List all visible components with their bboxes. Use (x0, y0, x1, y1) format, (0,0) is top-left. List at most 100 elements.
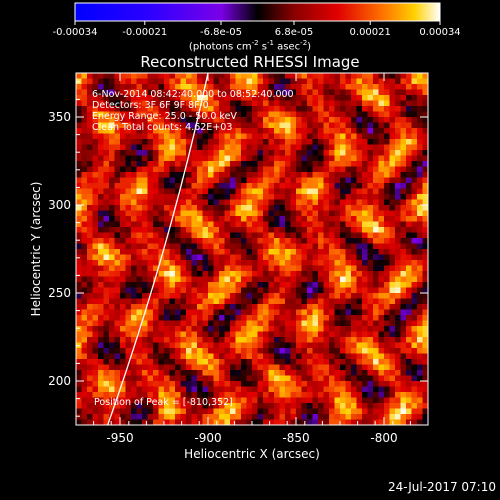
heatmap-cell (131, 375, 137, 382)
heatmap-cell (384, 309, 390, 316)
heatmap-cell (131, 298, 137, 305)
heatmap-cell (252, 199, 258, 206)
heatmap-cell (114, 128, 121, 134)
heatmap-cell (279, 403, 286, 409)
heatmap-cell (241, 320, 247, 327)
heatmap-cell (120, 144, 126, 151)
heatmap-cell (109, 348, 115, 354)
heatmap-cell (230, 95, 236, 101)
heatmap-cell (186, 293, 192, 299)
heatmap-cell (164, 276, 170, 283)
heatmap-cell (120, 155, 126, 162)
heatmap-cell (268, 392, 275, 398)
heatmap-cell (334, 95, 341, 101)
heatmap-cell (329, 122, 335, 129)
heatmap-cell (274, 353, 280, 360)
heatmap-cell (208, 139, 214, 145)
heatmap-cell (246, 172, 253, 178)
heatmap-cell (400, 342, 407, 349)
heatmap-cell (406, 133, 412, 140)
heatmap-cell (400, 397, 407, 404)
heatmap-cell (142, 117, 148, 123)
heatmap-cell (125, 287, 132, 294)
heatmap-cell (224, 342, 231, 349)
heatmap-cell (384, 84, 390, 90)
heatmap-cell (114, 106, 121, 112)
heatmap-cell (312, 238, 319, 244)
heatmap-cell (323, 260, 330, 266)
heatmap-cell (147, 386, 154, 393)
heatmap-cell (158, 342, 165, 349)
heatmap-cell (92, 403, 99, 409)
heatmap-cell (246, 271, 253, 277)
heatmap-cell (103, 122, 110, 129)
heatmap-cell (257, 183, 264, 189)
heatmap-cell (76, 381, 82, 387)
heatmap-cell (98, 381, 104, 387)
heatmap-cell (180, 249, 187, 255)
heatmap-cell (263, 210, 269, 217)
heatmap-cell (87, 386, 93, 393)
heatmap-cell (98, 155, 104, 162)
heatmap-cell (252, 205, 258, 211)
heatmap-cell (252, 111, 258, 118)
heatmap-cell (235, 166, 242, 173)
heatmap-cell (422, 260, 429, 266)
heatmap-cell (120, 392, 126, 398)
heatmap-cell (351, 337, 357, 343)
heatmap-cell (257, 210, 264, 217)
heatmap-cell (76, 111, 82, 118)
heatmap-cell (114, 249, 121, 255)
heatmap-cell (378, 188, 385, 195)
heatmap-cell (158, 155, 165, 162)
heatmap-cell (290, 397, 297, 404)
heatmap-cell (197, 403, 203, 409)
heatmap-cell (312, 337, 319, 343)
heatmap-cell (213, 276, 220, 283)
heatmap-cell (318, 392, 324, 398)
heatmap-cell (169, 375, 176, 382)
heatmap-cell (274, 397, 280, 404)
heatmap-cell (252, 161, 258, 167)
heatmap-cell (230, 183, 236, 189)
heatmap-cell (87, 309, 93, 316)
heatmap-cell (180, 282, 187, 288)
heatmap-cell (345, 304, 352, 310)
heatmap-cell (334, 408, 341, 415)
heatmap-cell (98, 320, 104, 327)
heatmap-cell (131, 216, 137, 222)
heatmap-cell (296, 150, 302, 156)
heatmap-cell (263, 150, 269, 156)
heatmap-cell (329, 89, 335, 96)
heatmap-cell (378, 194, 385, 200)
heatmap-cell (142, 194, 148, 200)
heatmap-cell (98, 408, 104, 415)
heatmap-cell (153, 298, 159, 305)
heatmap-cell (235, 320, 242, 327)
heatmap-cell (103, 139, 110, 145)
heatmap-cell (76, 177, 82, 184)
heatmap-cell (197, 419, 203, 426)
heatmap-cell (290, 216, 297, 222)
heatmap-cell (98, 342, 104, 349)
heatmap-cell (395, 161, 401, 167)
heatmap-cell (356, 353, 363, 360)
y-tick-label: 200 (48, 374, 71, 388)
heatmap-cell (197, 304, 203, 310)
heatmap-cell (109, 243, 115, 250)
heatmap-cell (252, 342, 258, 349)
heatmap-cell (318, 370, 324, 376)
heatmap-cell (213, 386, 220, 393)
heatmap-cell (367, 265, 374, 272)
heatmap-cell (373, 111, 379, 118)
heatmap-cell (356, 326, 363, 332)
heatmap-cell (340, 221, 346, 228)
heatmap-cell (153, 188, 159, 195)
heatmap-cell (356, 78, 363, 85)
heatmap-cell (263, 183, 269, 189)
heatmap-cell (422, 155, 429, 162)
heatmap-cell (98, 117, 104, 123)
heatmap-cell (274, 249, 280, 255)
heatmap-cell (136, 106, 143, 112)
heatmap-cell (378, 271, 385, 277)
